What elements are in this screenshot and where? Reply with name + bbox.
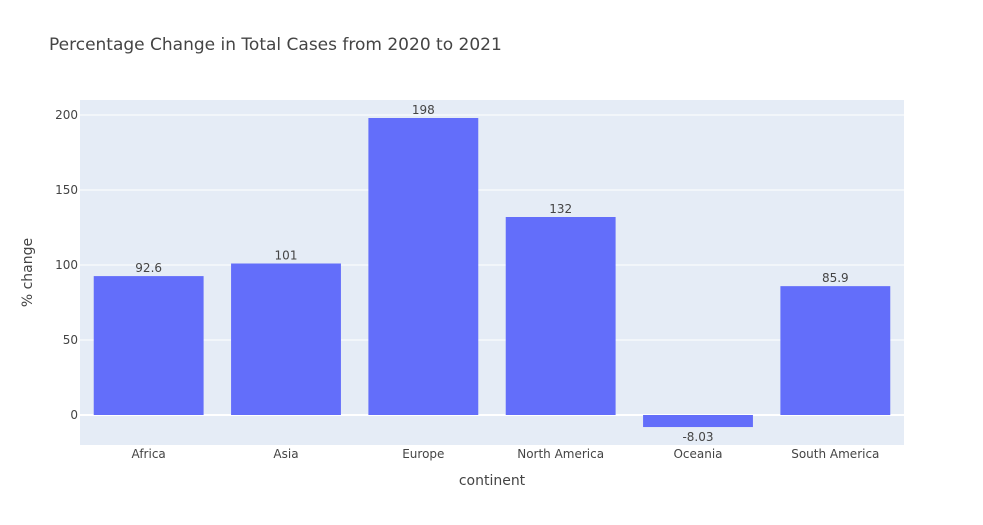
x-tick-label: North America [517, 447, 604, 461]
x-tick-label: Oceania [673, 447, 722, 461]
chart-title: Percentage Change in Total Cases from 20… [49, 35, 502, 55]
x-axis-title: continent [459, 473, 526, 489]
y-axis-ticks: 0 50 100 150 200 [55, 108, 78, 422]
data-labels: 92.6 101 198 132 -8.03 85.9 [135, 103, 848, 444]
grid-lines [80, 114, 904, 341]
bar-europe [368, 118, 479, 415]
y-tick-label: 200 [55, 108, 78, 122]
bar-asia [231, 263, 341, 415]
y-tick-label: 150 [55, 183, 78, 197]
x-axis-ticks: Africa Asia Europe North America Oceania Sout… [132, 447, 880, 461]
data-label: -8.03 [682, 430, 713, 444]
data-label: 92.6 [135, 261, 162, 275]
bar-south-america [780, 286, 891, 415]
y-tick-label: 100 [55, 258, 78, 272]
data-label: 198 [412, 103, 435, 117]
data-label: 85.9 [822, 271, 849, 285]
x-tick-label: Asia [273, 447, 298, 461]
bar-oceania [643, 415, 753, 428]
x-tick-label: Europe [402, 447, 444, 461]
data-label: 101 [275, 249, 298, 263]
y-tick-label: 50 [63, 333, 78, 347]
plot-area [80, 100, 904, 445]
bar-africa [93, 276, 204, 415]
y-axis-title: % change [20, 238, 36, 307]
data-label: 132 [549, 202, 572, 216]
bars [93, 118, 891, 428]
y-tick-label: 0 [70, 408, 78, 422]
bar-north-america [505, 217, 616, 415]
x-tick-label: Africa [132, 447, 166, 461]
x-tick-label: South America [791, 447, 879, 461]
